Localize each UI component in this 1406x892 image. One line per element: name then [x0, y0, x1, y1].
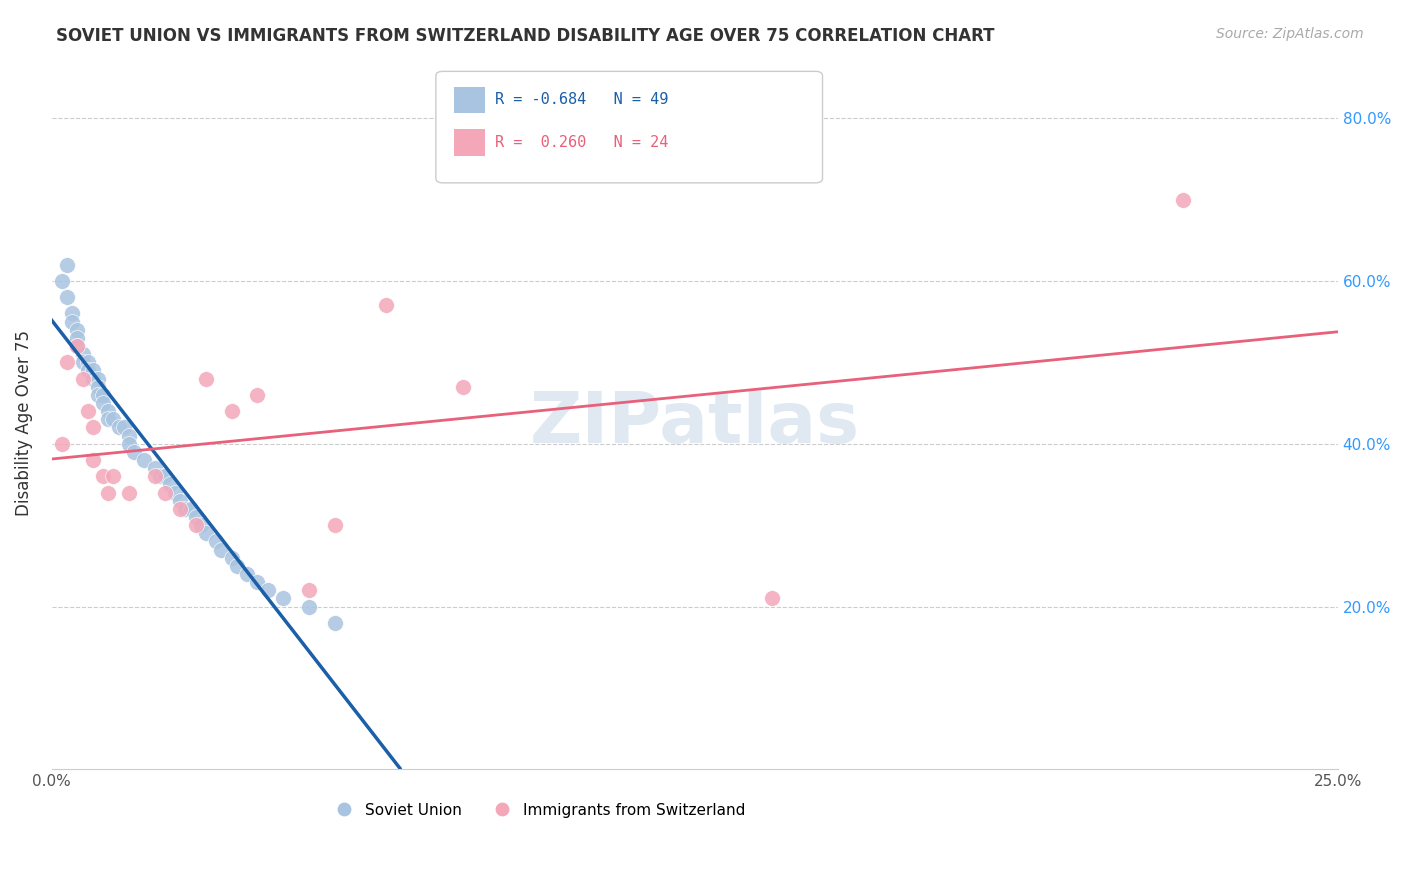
- Point: [153, 469, 176, 483]
- Point: [761, 591, 783, 606]
- Point: [56, 290, 79, 304]
- Text: SOVIET UNION VS IMMIGRANTS FROM SWITZERLAND DISABILITY AGE OVER 75 CORRELATION C: SOVIET UNION VS IMMIGRANTS FROM SWITZERL…: [56, 27, 994, 45]
- Text: R =  0.260   N = 24: R = 0.260 N = 24: [495, 136, 668, 150]
- Point: [51, 436, 73, 450]
- Point: [134, 453, 156, 467]
- Point: [97, 412, 120, 426]
- Point: [195, 371, 218, 385]
- Point: [118, 428, 141, 442]
- Point: [169, 493, 191, 508]
- Point: [56, 355, 79, 369]
- Point: [66, 331, 89, 345]
- Point: [143, 469, 166, 483]
- Point: [211, 542, 233, 557]
- Point: [205, 534, 228, 549]
- Point: [82, 363, 104, 377]
- Point: [76, 404, 98, 418]
- Point: [118, 485, 141, 500]
- Y-axis label: Disability Age Over 75: Disability Age Over 75: [15, 330, 32, 516]
- Point: [82, 371, 104, 385]
- Text: ZIPatlas: ZIPatlas: [530, 389, 859, 458]
- Point: [122, 445, 145, 459]
- Text: R = -0.684   N = 49: R = -0.684 N = 49: [495, 93, 668, 107]
- Point: [60, 315, 83, 329]
- Point: [169, 501, 191, 516]
- Point: [190, 518, 212, 533]
- Point: [246, 575, 269, 590]
- Point: [107, 420, 129, 434]
- Point: [195, 526, 218, 541]
- Point: [246, 388, 269, 402]
- Point: [87, 371, 110, 385]
- Point: [221, 404, 243, 418]
- Point: [87, 388, 110, 402]
- Point: [226, 558, 249, 573]
- Point: [60, 306, 83, 320]
- Point: [56, 258, 79, 272]
- Point: [72, 371, 94, 385]
- Point: [153, 485, 176, 500]
- Point: [184, 510, 207, 524]
- Point: [72, 355, 94, 369]
- Point: [180, 501, 202, 516]
- Point: [76, 355, 98, 369]
- Point: [66, 323, 89, 337]
- Point: [103, 412, 125, 426]
- Point: [1173, 193, 1195, 207]
- Point: [271, 591, 294, 606]
- Point: [221, 550, 243, 565]
- Point: [51, 274, 73, 288]
- Point: [66, 339, 89, 353]
- Legend: Soviet Union, Immigrants from Switzerland: Soviet Union, Immigrants from Switzerlan…: [329, 796, 752, 824]
- Text: Source: ZipAtlas.com: Source: ZipAtlas.com: [1216, 27, 1364, 41]
- Point: [112, 420, 135, 434]
- Point: [82, 420, 104, 434]
- Point: [91, 469, 114, 483]
- Point: [256, 583, 278, 598]
- Point: [323, 615, 346, 630]
- Point: [97, 485, 120, 500]
- Point: [184, 518, 207, 533]
- Point: [76, 363, 98, 377]
- Point: [66, 339, 89, 353]
- Point: [298, 583, 321, 598]
- Point: [87, 380, 110, 394]
- Point: [103, 469, 125, 483]
- Point: [91, 388, 114, 402]
- Point: [91, 396, 114, 410]
- Point: [174, 501, 197, 516]
- Point: [236, 566, 259, 581]
- Point: [165, 485, 187, 500]
- Point: [97, 404, 120, 418]
- Point: [82, 453, 104, 467]
- Point: [143, 461, 166, 475]
- Point: [375, 298, 398, 312]
- Point: [323, 518, 346, 533]
- Point: [149, 469, 172, 483]
- Point: [72, 347, 94, 361]
- Point: [451, 380, 474, 394]
- Point: [159, 477, 181, 491]
- Point: [118, 436, 141, 450]
- Point: [298, 599, 321, 614]
